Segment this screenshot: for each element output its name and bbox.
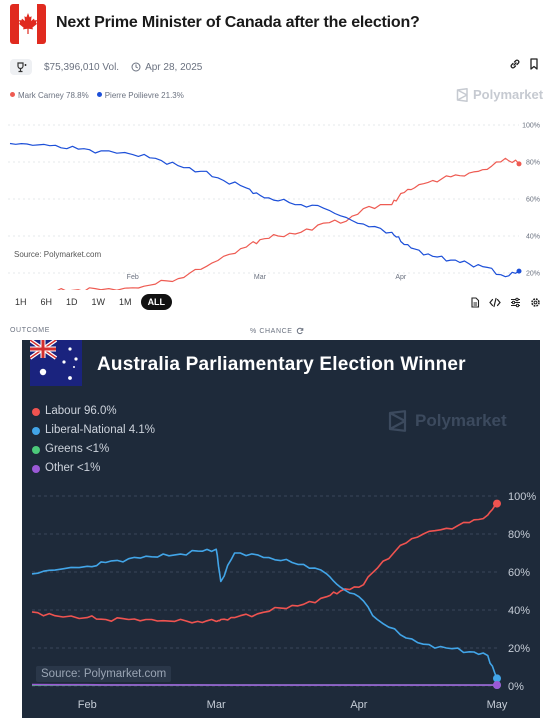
trophy-icon bbox=[17, 61, 27, 72]
date-stat: Apr 28, 2025 bbox=[131, 62, 202, 73]
y-tick-label: 80% bbox=[508, 529, 530, 541]
polymarket-logo-icon bbox=[456, 87, 468, 102]
x-tick-label: Apr bbox=[395, 274, 407, 281]
polymarket-watermark: Polymarket bbox=[388, 410, 507, 432]
legend-label: Mark Carney 78.8% bbox=[18, 91, 89, 100]
range-1d-button[interactable]: 1D bbox=[66, 297, 78, 307]
australia-market-card: Australia Parliamentary Election Winner … bbox=[22, 340, 540, 718]
x-tick-label: Mar bbox=[207, 699, 226, 711]
series-end-point bbox=[516, 268, 522, 274]
y-tick-label: 60% bbox=[526, 197, 540, 204]
document-icon[interactable] bbox=[470, 297, 480, 308]
series-line-liberal-national bbox=[31, 548, 498, 679]
x-tick-label: Apr bbox=[350, 699, 367, 711]
page-title: Australia Parliamentary Election Winner bbox=[97, 354, 466, 375]
x-tick-label: Mar bbox=[254, 274, 267, 281]
australia-price-chart: 0% 20% 40% 60% 80% 100% Feb Mar Apr May bbox=[31, 491, 536, 711]
y-tick-label: 20% bbox=[508, 643, 530, 655]
legend-item-greens: Greens <1% bbox=[32, 440, 155, 459]
series-end-point bbox=[516, 161, 522, 167]
link-icon[interactable] bbox=[509, 58, 521, 70]
time-range-selector: 1H 6H 1D 1W 1M ALL bbox=[10, 294, 173, 310]
legend-label: Other <1% bbox=[45, 462, 101, 474]
market-meta: $75,396,010 Vol. Apr 28, 2025 bbox=[10, 58, 214, 76]
australia-flag-icon bbox=[30, 340, 82, 386]
legend-label: Liberal-National 4.1% bbox=[45, 424, 155, 436]
series-end-point bbox=[493, 674, 501, 683]
code-icon[interactable] bbox=[489, 297, 501, 308]
chart-source: Source: Polymarket.com bbox=[36, 666, 172, 682]
legend-dot bbox=[32, 407, 40, 416]
series-line-pierre-poilievre bbox=[9, 142, 520, 278]
canada-price-chart: 20% 40% 60% 80% 100% Feb Mar Apr bbox=[8, 123, 540, 290]
y-tick-label: 20% bbox=[526, 271, 540, 278]
legend-item-carney: Mark Carney 78.8% bbox=[10, 91, 89, 100]
brand-name: Polymarket bbox=[473, 87, 544, 102]
polymarket-logo-icon bbox=[388, 410, 407, 432]
series-end-point bbox=[493, 499, 501, 508]
range-1m-button[interactable]: 1M bbox=[119, 297, 132, 307]
series-line-labour bbox=[31, 503, 498, 624]
y-tick-label: 40% bbox=[508, 605, 530, 617]
legend-dot bbox=[32, 464, 40, 473]
brand-name: Polymarket bbox=[415, 411, 507, 430]
gear-icon[interactable] bbox=[530, 297, 541, 308]
legend-item-other: Other <1% bbox=[32, 459, 155, 478]
card-actions bbox=[509, 58, 539, 70]
x-tick-label: May bbox=[487, 699, 508, 711]
legend-item-labour: Labour 96.0% bbox=[32, 402, 155, 421]
y-tick-label: 100% bbox=[522, 123, 540, 130]
legend-item-liberal-national: Liberal-National 4.1% bbox=[32, 421, 155, 440]
y-tick-label: 80% bbox=[526, 160, 540, 167]
end-date-text: Apr 28, 2025 bbox=[145, 61, 203, 73]
y-tick-label: 0% bbox=[508, 681, 524, 693]
canada-flag-icon bbox=[10, 4, 46, 44]
trophy-button[interactable] bbox=[10, 59, 32, 75]
chart-tools bbox=[470, 297, 541, 308]
legend-dot bbox=[32, 445, 40, 454]
y-tick-label: 40% bbox=[526, 234, 540, 241]
canada-market-card: Next Prime Minister of Canada after the … bbox=[0, 0, 547, 340]
chart-legend: Mark Carney 78.8% Pierre Poilievre 21.3% bbox=[10, 91, 184, 100]
volume-text: $75,396,010 Vol. bbox=[44, 61, 120, 73]
x-tick-label: Feb bbox=[78, 699, 97, 711]
range-1h-button[interactable]: 1H bbox=[15, 297, 27, 307]
range-all-button[interactable]: ALL bbox=[140, 294, 173, 310]
page-title: Next Prime Minister of Canada after the … bbox=[56, 14, 420, 31]
legend-dot bbox=[10, 92, 15, 97]
clock-icon bbox=[131, 62, 141, 72]
sliders-icon[interactable] bbox=[510, 297, 521, 308]
legend-label: Pierre Poilievre 21.3% bbox=[104, 91, 184, 100]
chart-legend: Labour 96.0% Liberal-National 4.1% Green… bbox=[32, 402, 155, 478]
legend-dot bbox=[32, 426, 40, 435]
chance-column-header[interactable]: % CHANCE bbox=[250, 327, 304, 335]
legend-item-poilievre: Pierre Poilievre 21.3% bbox=[96, 91, 184, 100]
range-6h-button[interactable]: 6H bbox=[40, 297, 53, 307]
legend-dot bbox=[96, 92, 102, 97]
volume-stat: $75,396,010 Vol. bbox=[44, 62, 119, 73]
y-tick-label: 60% bbox=[508, 567, 530, 579]
chart-source: Source: Polymarket.com bbox=[12, 249, 104, 260]
chance-label: % CHANCE bbox=[250, 327, 293, 335]
outcome-column-header: OUTCOME bbox=[10, 327, 50, 334]
y-tick-label: 100% bbox=[508, 491, 536, 503]
series-line-mark-carney bbox=[57, 157, 520, 290]
x-tick-label: Feb bbox=[127, 274, 139, 281]
bookmark-icon[interactable] bbox=[529, 58, 539, 70]
range-1w-button[interactable]: 1W bbox=[91, 297, 106, 307]
legend-label: Greens <1% bbox=[45, 443, 110, 455]
polymarket-watermark: Polymarket bbox=[456, 87, 543, 102]
refresh-icon bbox=[296, 327, 303, 335]
series-end-point bbox=[493, 681, 501, 690]
series-line-other bbox=[31, 683, 497, 686]
legend-label: Labour 96.0% bbox=[45, 405, 117, 417]
